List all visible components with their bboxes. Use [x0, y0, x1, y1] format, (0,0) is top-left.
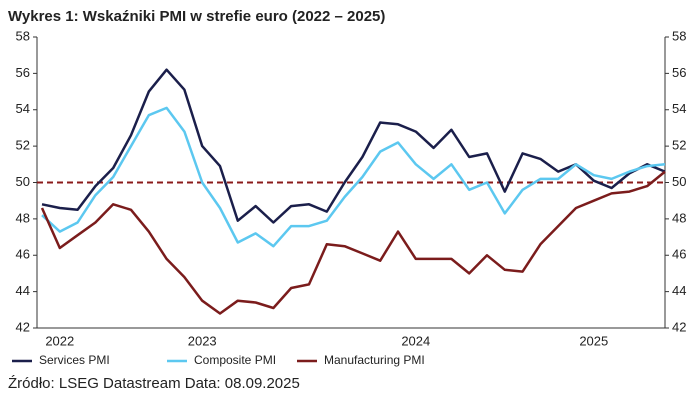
x-tick-label: 2023 — [188, 333, 217, 348]
y-tick-label: 50 — [16, 174, 30, 189]
legend-label: Manufacturing PMI — [324, 353, 425, 367]
y2-tick-label: 48 — [672, 210, 686, 225]
y-tick-label: 52 — [16, 138, 30, 153]
y2-tick-label: 50 — [672, 174, 686, 189]
series-line — [41, 106, 666, 248]
y2-tick-label: 46 — [672, 247, 686, 262]
y-tick-label: 44 — [16, 283, 30, 298]
y-tick-label: 42 — [16, 319, 30, 334]
y-tick-label: 48 — [16, 210, 30, 225]
y2-tick-label: 54 — [672, 101, 686, 116]
series-line — [41, 68, 666, 224]
legend-label: Services PMI — [39, 353, 110, 367]
chart-title: Wykres 1: Wskaźniki PMI w strefie euro (… — [8, 8, 385, 25]
y2-tick-label: 42 — [672, 319, 686, 334]
x-tick-label: 2022 — [45, 333, 74, 348]
y-tick-label: 56 — [16, 65, 30, 80]
x-tick-label: 2024 — [401, 333, 430, 348]
y2-tick-label: 52 — [672, 138, 686, 153]
y2-tick-label: 56 — [672, 65, 686, 80]
y2-tick-label: 58 — [672, 28, 686, 43]
legend-label: Composite PMI — [194, 353, 276, 367]
y-tick-label: 54 — [16, 101, 30, 116]
x-tick-label: 2025 — [579, 333, 608, 348]
y-tick-label: 46 — [16, 247, 30, 262]
y-tick-label: 58 — [16, 28, 30, 43]
series-line — [40, 170, 666, 315]
source: Źródło: LSEG Datastream Data: 08.09.2025 — [8, 375, 300, 392]
y2-tick-label: 44 — [672, 283, 686, 298]
